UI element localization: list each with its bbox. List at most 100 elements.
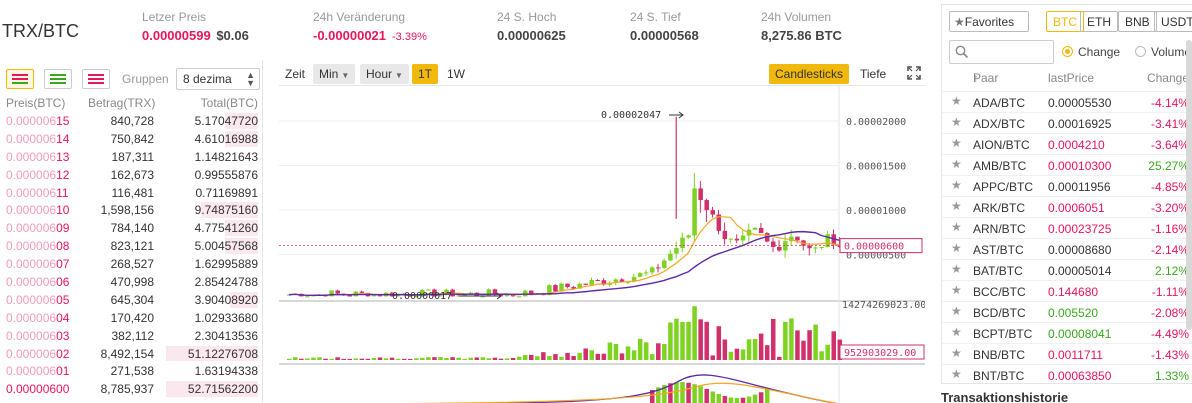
quote-tab-bnb[interactable]: BNB [1118,11,1157,32]
row-price: 0.00000610 [6,203,70,218]
orderbook-row[interactable]: 0.00000600 8,785,937 52.71562200 [0,380,262,398]
zeit-button[interactable]: Zeit [285,67,306,81]
market-row[interactable]: ★ BAT/BTC 0.00005014 2.12% [942,259,1192,280]
favorite-star-icon[interactable]: ★ [951,178,962,192]
chart-area[interactable]: 0.00002000 0.00001500 0.00001000 0.00000500… [279,85,926,403]
market-search-input[interactable] [949,40,1054,64]
candle-body [559,283,564,292]
volume-bar [637,338,643,360]
quote-tab-usdt[interactable]: USDT [1154,11,1192,32]
moving-average-long [288,230,840,297]
orderbook-row[interactable]: 0.00000605 645,304 3.90408920 [0,291,262,309]
volume-bar [831,331,836,360]
candle-body [444,289,449,296]
orderbook-row[interactable]: 0.00000612 162,673 0.99555876 [0,166,262,184]
favorite-star-icon[interactable]: ★ [951,262,962,276]
orderbook-row[interactable]: 0.00000602 8,492,154 51.12276708 [0,345,262,363]
favorite-star-icon[interactable]: ★ [951,220,962,234]
market-table-header: Paar ↑ lastPrice Change [942,71,1192,87]
row-total: 2.30413536 [194,328,258,343]
row-pair: BCPT/BTC [973,327,1033,341]
favorite-star-icon[interactable]: ★ [951,325,962,339]
favorite-star-icon[interactable]: ★ [951,304,962,318]
orderbook-bids-icon[interactable] [44,69,72,89]
favorite-star-icon[interactable]: ★ [951,367,962,381]
market-row[interactable]: ★ ADX/BTC 0.00016925 -3.41% [942,112,1192,133]
y-tick-label: 0.00001000 [846,206,906,217]
radio-change[interactable]: Change [1062,45,1120,59]
volume-bar [432,357,437,360]
orderbook-both-icon[interactable] [6,69,34,89]
radio-volume[interactable]: Volume [1135,45,1191,59]
volume-bar [710,355,715,360]
market-row[interactable]: ★ ADA/BTC 0.00005530 -4.14% [942,91,1192,112]
volume-bar [323,358,328,360]
fullscreen-icon[interactable] [907,66,921,80]
orderbook-row[interactable]: 0.00000614 750,842 4.61016988 [0,130,262,148]
candle-body [595,280,601,282]
market-row[interactable]: ★ AION/BTC 0.0004210 -3.64% [942,133,1192,154]
volume-bar [722,339,728,360]
col-last-price[interactable]: lastPrice [1048,71,1095,85]
candle-body [359,291,365,293]
market-row[interactable]: ★ AMB/BTC 0.00010300 25.27% [942,154,1192,175]
favorite-star-icon[interactable]: ★ [951,115,962,129]
favorite-star-icon[interactable]: ★ [951,241,962,255]
volume-bar [335,357,340,360]
interval-1t-button[interactable]: 1T [412,64,439,84]
orderbook-asks-icon[interactable] [82,69,110,89]
group-select[interactable]: 8 dezima ▲ ▼ [176,68,260,90]
orderbook-row[interactable]: 0.00000610 1,598,156 9.74875160 [0,201,262,219]
min-dropdown[interactable]: Min ▼ [313,64,356,84]
market-row[interactable]: ★ APPC/BTC 0.00011956 -4.85% [942,175,1192,196]
market-row[interactable]: ★ ARN/BTC 0.00023725 -1.16% [942,217,1192,238]
market-row[interactable]: ★ BCC/BTC 0.144680 -1.11% [942,280,1192,301]
row-amount: 162,673 [110,167,154,182]
volume-bar [565,352,570,360]
market-row[interactable]: ★ BNT/BTC 0.00063850 1.33% [942,364,1192,385]
candle-body [771,241,776,247]
favorite-star-icon[interactable]: ★ [951,199,962,213]
favorite-star-icon[interactable]: ★ [951,283,962,297]
orderbook-row[interactable]: 0.00000601 271,538 1.63194338 [0,362,262,380]
row-total: 3.90408920 [194,292,258,307]
orderbook-row[interactable]: 0.00000608 823,121 5.00457568 [0,237,262,255]
market-row[interactable]: ★ ARK/BTC 0.0006051 -3.20% [942,196,1192,217]
favorite-star-icon[interactable]: ★ [951,94,962,108]
row-total: 51.12276708 [187,346,258,361]
volume-bar [317,357,322,360]
orderbook-row[interactable]: 0.00000606 470,998 2.85424788 [0,273,262,291]
candlesticks-button[interactable]: Candlesticks [769,64,850,84]
orderbook-row[interactable]: 0.00000609 784,140 4.77541260 [0,219,262,237]
quote-tab-eth[interactable]: ETH [1080,11,1118,32]
volume-bar [504,358,510,360]
change-value: -0.00000021 [313,28,387,43]
orderbook-row[interactable]: 0.00000607 268,527 1.62995889 [0,255,262,273]
hour-dropdown[interactable]: Hour ▼ [360,64,409,84]
depth-bar [166,381,258,398]
market-row[interactable]: ★ BCPT/BTC 0.00008041 -4.49% [942,322,1192,343]
favorite-star-icon[interactable]: ★ [951,346,962,360]
favorite-star-icon[interactable]: ★ [951,157,962,171]
orderbook-row[interactable]: 0.00000615 840,728 5.17047720 [0,112,262,130]
orderbook-row[interactable]: 0.00000604 170,420 1.02933680 [0,309,262,327]
favorite-star-icon[interactable]: ★ [951,136,962,150]
quote-tab-btc[interactable]: BTC [1046,11,1084,32]
orderbook-row[interactable]: 0.00000611 116,481 0.71169891 [0,184,262,202]
market-row[interactable]: ★ AST/BTC 0.00008680 -2.14% [942,238,1192,259]
row-change: -3.41% [1150,117,1189,131]
candle-body [674,248,679,254]
market-row[interactable]: ★ BCD/BTC 0.005520 -2.08% [942,301,1192,322]
favorites-button[interactable]: ★Favorites [949,11,1029,32]
col-change[interactable]: Change [1146,71,1189,85]
interval-1w-button[interactable]: 1W [447,67,465,81]
depth-button[interactable]: Tiefe [860,67,887,81]
row-price: 0.00000613 [6,149,70,164]
market-scrollbar[interactable] [1186,40,1192,330]
orderbook-row[interactable]: 0.00000613 187,311 1.14821643 [0,148,262,166]
current-price-tag [839,238,923,254]
price-chart[interactable]: 0.00002000 0.00001500 0.00001000 0.00000500… [279,86,926,403]
market-row[interactable]: ★ BNB/BTC 0.0011711 -1.43% [942,343,1192,364]
orderbook-row[interactable]: 0.00000603 382,112 2.30413536 [0,327,262,345]
row-pair: AION/BTC [973,138,1030,152]
